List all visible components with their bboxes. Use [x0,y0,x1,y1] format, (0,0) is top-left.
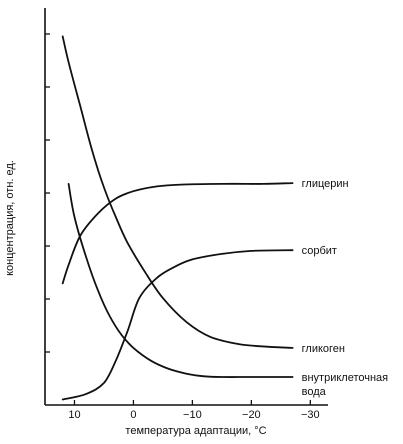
series-labels: глицерин сорбит гликоген внутриклеточная вод… [302,178,389,398]
series-line-intracellular-water [67,183,294,378]
series-label-line: гликоген [302,343,345,355]
series-label-line: внутриклеточная [302,372,389,384]
series-label-line: вода [302,386,327,398]
x-tick-label: −30 [301,409,320,421]
x-tick-label: −10 [183,409,202,421]
y-ticks [45,33,50,353]
series-label-sorbitol: сорбит [302,245,337,257]
series-label-line: сорбит [302,245,337,257]
series-label-intracellular-water: внутриклеточная вода [302,372,389,398]
series-label-glycogen: гликоген [302,343,345,355]
series-label-line: глицерин [302,178,349,190]
x-tick-label: 10 [68,409,80,421]
series-line-glycogen [61,35,294,349]
x-tick-label: 0 [130,409,136,421]
x-axis-title: температура адаптации, °C [125,425,266,437]
series-lines [61,35,294,401]
series-line-sorbitol [61,249,294,401]
x-ticks: 10 0 −10 −20 −30 [68,400,320,421]
y-axis-title: концентрация, отн. ед. [4,160,16,276]
series-label-glycerol: глицерин [302,178,349,190]
x-tick-label: −20 [242,409,261,421]
series-line-glycerol [61,182,294,285]
axes [44,8,328,406]
